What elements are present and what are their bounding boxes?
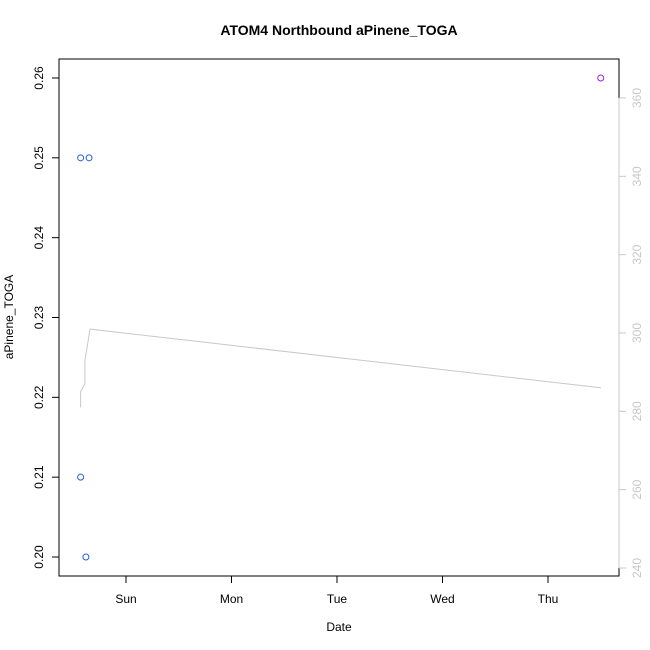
data-points-group <box>77 74 605 561</box>
x-tick-label: Wed <box>430 592 454 606</box>
x-tick-label: Mon <box>220 592 243 606</box>
y-tick-label: 0.22 <box>32 385 46 409</box>
y-tick-label: 0.20 <box>32 545 46 569</box>
y-tick-label: 0.21 <box>32 465 46 489</box>
secondary-series-line <box>80 328 601 408</box>
secondary-y-tick-label: 240 <box>630 558 644 578</box>
data-point <box>597 74 605 82</box>
secondary-y-axis: 240 260 280 300 320 340 360 <box>618 88 644 578</box>
secondary-y-tick-label: 300 <box>630 323 644 343</box>
y-tick-label: 0.25 <box>32 146 46 170</box>
x-tick-label: Thu <box>538 592 559 606</box>
chart-title: ATOM4 Northbound aPinene_TOGA <box>220 22 457 38</box>
y-axis-label: aPinene_TOGA <box>2 275 16 360</box>
data-point <box>82 553 90 561</box>
y-axis: 0.20 0.21 0.22 0.23 0.24 0.25 0.26 <box>32 66 60 569</box>
x-tick-label: Tue <box>327 592 348 606</box>
secondary-y-tick-label: 260 <box>630 479 644 499</box>
secondary-series-line-group <box>80 328 601 408</box>
secondary-y-tick-label: 360 <box>630 88 644 108</box>
secondary-y-tick-label: 280 <box>630 401 644 421</box>
data-point <box>85 154 93 162</box>
x-axis: Sun Mon Tue Wed Thu <box>115 575 559 606</box>
y-tick-label: 0.26 <box>32 66 46 90</box>
plot-area-frame <box>58 58 620 577</box>
secondary-y-tick-label: 320 <box>630 244 644 264</box>
x-tick-label: Sun <box>115 592 136 606</box>
secondary-y-tick-label: 340 <box>630 166 644 186</box>
x-axis-label: Date <box>326 620 352 634</box>
y-tick-label: 0.23 <box>32 305 46 329</box>
data-point <box>77 473 85 481</box>
data-point <box>77 154 85 162</box>
y-tick-label: 0.24 <box>32 226 46 250</box>
